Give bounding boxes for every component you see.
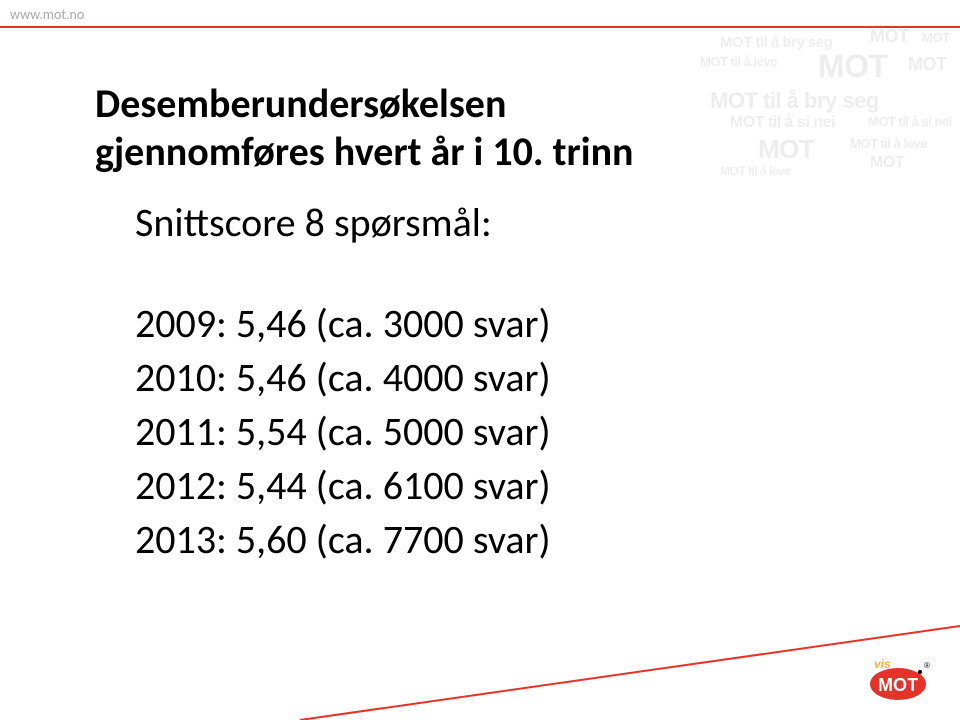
slide-subtitle: Snittscore 8 spørsmål: bbox=[135, 198, 900, 247]
watermark-text: MOT til å bry seg bbox=[720, 34, 832, 51]
mot-logo: MOT vis ® bbox=[860, 654, 930, 702]
svg-text:®: ® bbox=[924, 661, 930, 670]
watermark-text: MOT til å leve bbox=[700, 54, 777, 69]
data-row: 2009: 5,46 (ca. 3000 svar) bbox=[135, 297, 900, 351]
title-line-1: Desemberundersøkelsen bbox=[95, 79, 506, 128]
svg-text:MOT: MOT bbox=[878, 675, 918, 695]
data-row: 2012: 5,44 (ca. 6100 svar) bbox=[135, 459, 900, 513]
watermark-text: MOT bbox=[870, 26, 909, 47]
header-url: www.mot.no bbox=[10, 6, 84, 23]
slide-title: Desemberundersøkelsen gjennomføres hvert… bbox=[95, 80, 900, 176]
data-row: 2011: 5,54 (ca. 5000 svar) bbox=[135, 405, 900, 459]
data-row: 2013: 5,60 (ca. 7700 svar) bbox=[135, 513, 900, 567]
svg-text:vis: vis bbox=[874, 657, 891, 671]
watermark-text: MOT bbox=[922, 30, 949, 45]
slide-content: Desemberundersøkelsen gjennomføres hvert… bbox=[95, 80, 900, 567]
data-row: 2010: 5,46 (ca. 4000 svar) bbox=[135, 351, 900, 405]
title-line-2: gjennomføres hvert år i 10. trinn bbox=[95, 127, 634, 176]
footer-diagonal bbox=[0, 660, 960, 720]
data-list: 2009: 5,46 (ca. 3000 svar)2010: 5,46 (ca… bbox=[135, 297, 900, 567]
watermark-text: MOT bbox=[908, 54, 947, 75]
